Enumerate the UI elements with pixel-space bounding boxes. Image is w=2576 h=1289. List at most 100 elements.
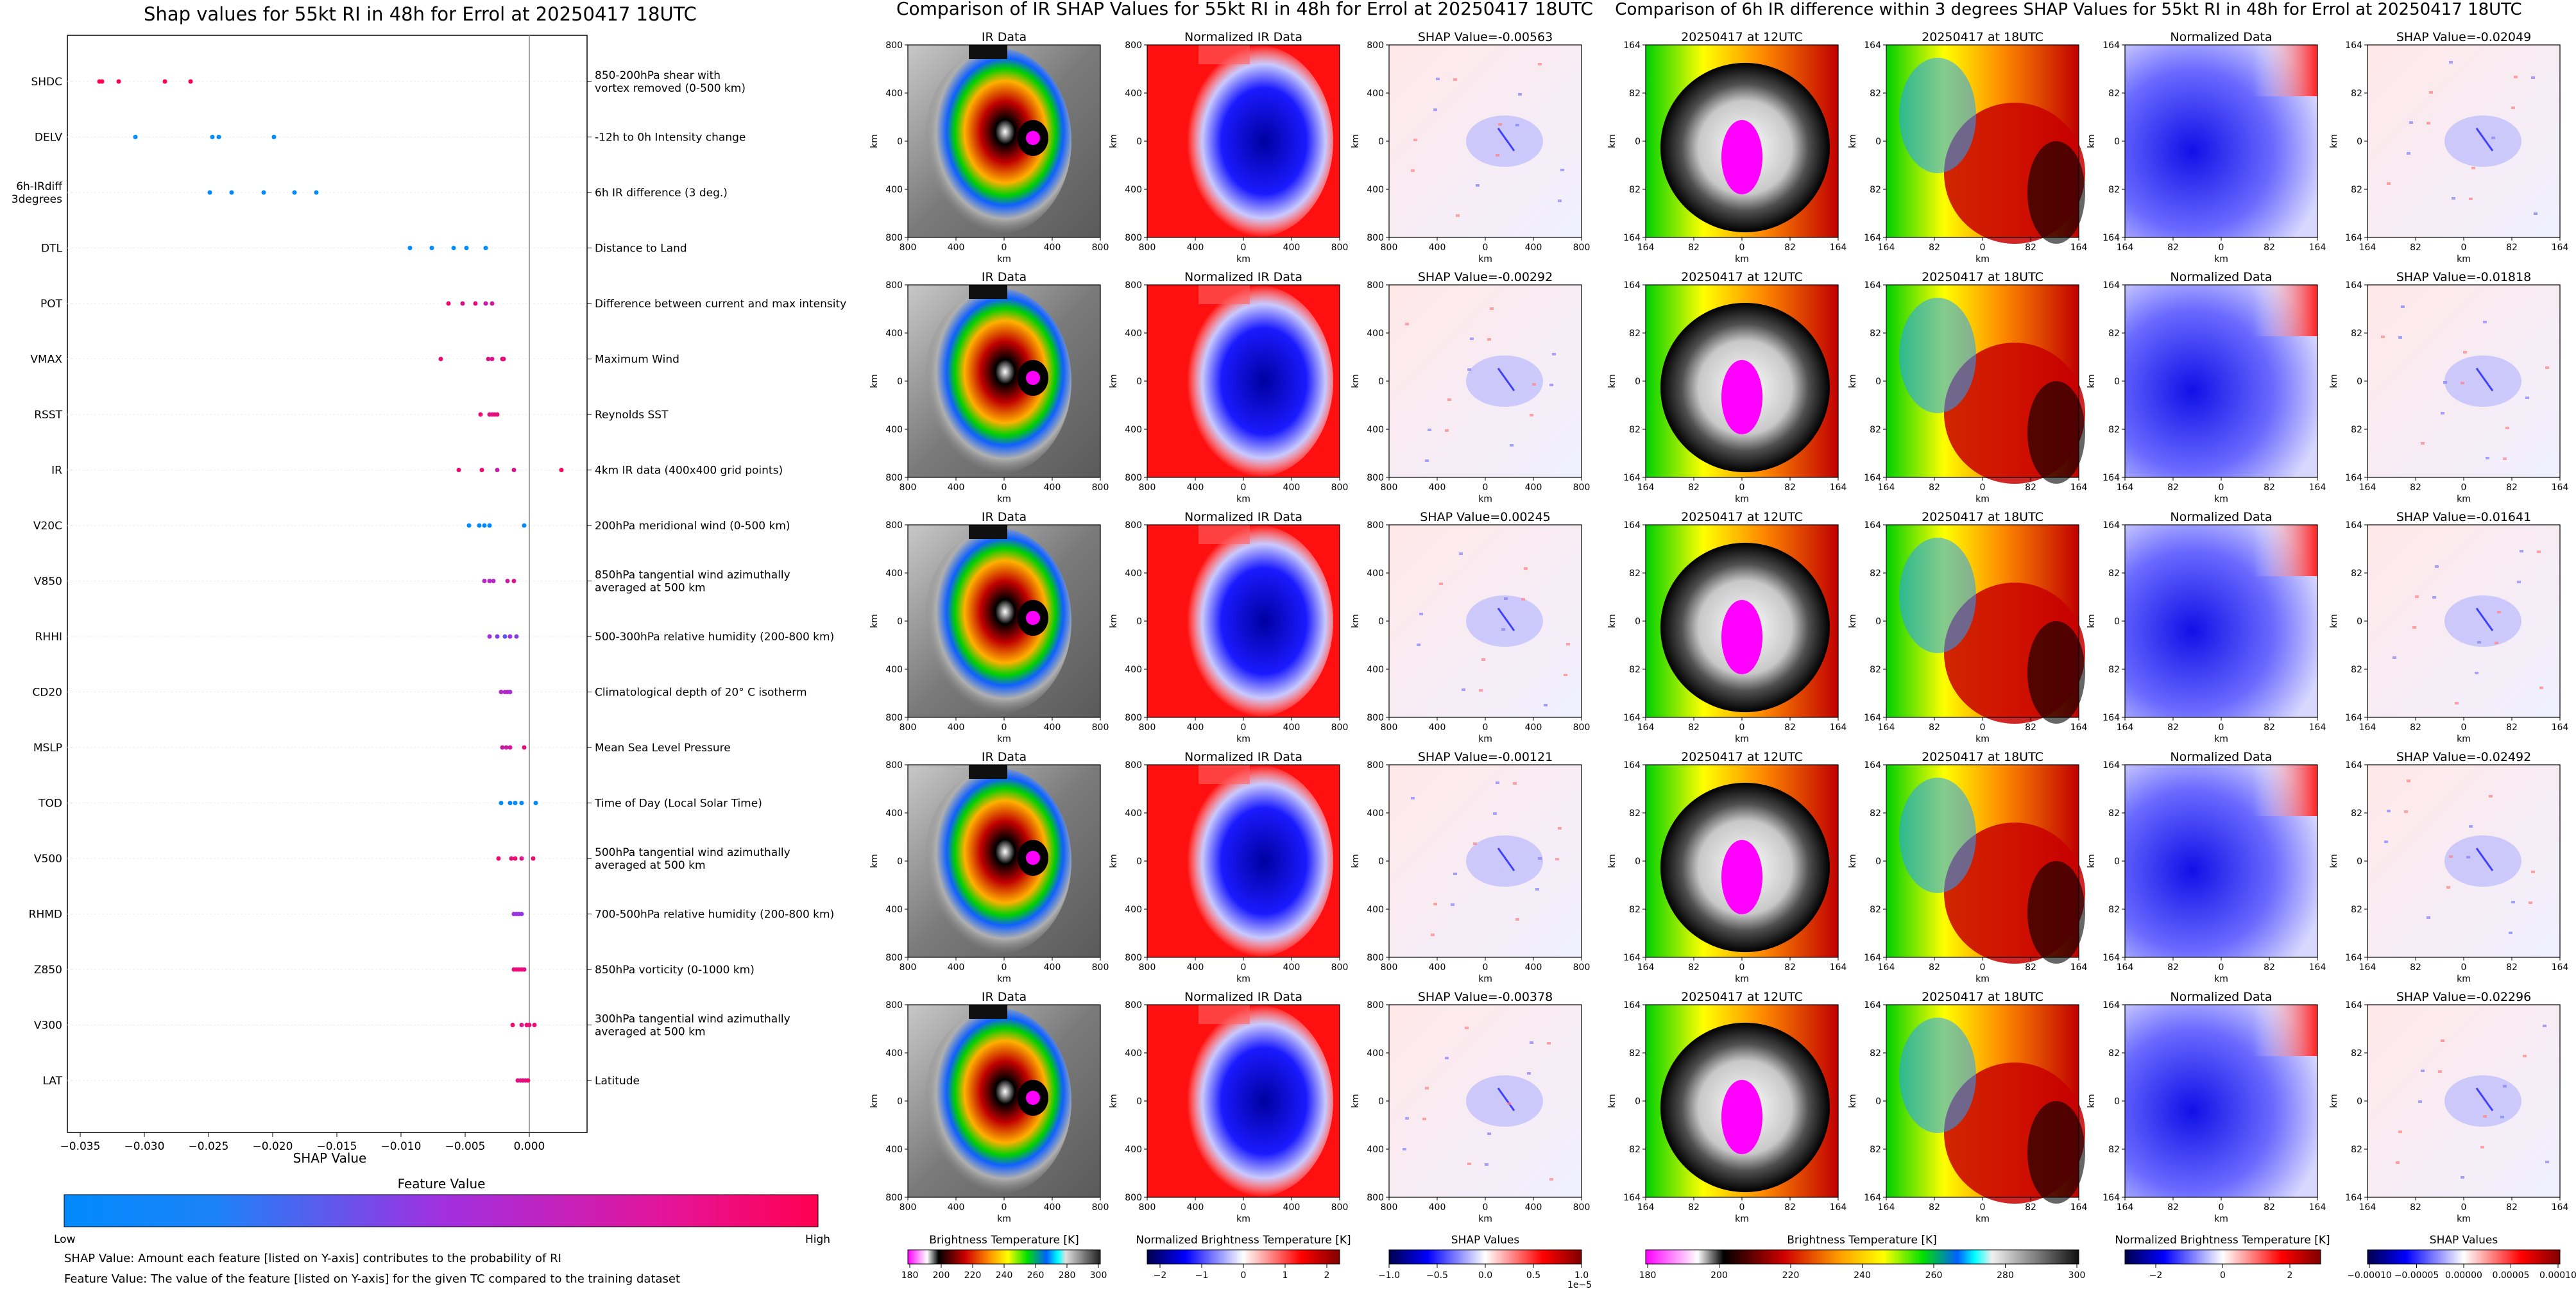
x-tick-label: 0 <box>1739 962 1745 973</box>
shap-speckle <box>1481 658 1485 661</box>
diff-dark-region <box>2027 1101 2085 1204</box>
shap-speckle <box>2475 672 2478 674</box>
irdiff-bt-colorbar-label: Brightness Temperature [K] <box>1787 1234 1936 1247</box>
shap-speckle <box>1431 934 1435 936</box>
shap-speckle <box>2461 1176 2464 1179</box>
shap-speckle <box>1538 63 1542 65</box>
y-axis-label: km <box>1109 374 1119 388</box>
x-tick-label: 82 <box>1784 1202 1796 1213</box>
ir-cloud-shield <box>924 48 1071 234</box>
y-tick-label: 800 <box>1125 40 1142 51</box>
feature-colorbar-title: Feature Value <box>398 1176 486 1191</box>
x-axis-label: km <box>1236 494 1250 504</box>
y-axis-label: km <box>1607 854 1617 868</box>
x-axis-label: km <box>1478 494 1492 504</box>
ir-panel: SHAP Value=-0.00292800800400400004004008… <box>1351 270 1590 504</box>
shap-speckle <box>2495 642 2498 644</box>
y-tick-label: 800 <box>885 713 903 723</box>
footnote-feature: Feature Value: The value of the feature … <box>64 1272 680 1286</box>
ir-eye <box>1026 1091 1040 1105</box>
y-tick-label: 164 <box>2103 1000 2120 1011</box>
y-tick-label: 82 <box>2351 89 2362 99</box>
feature-code-label: V300 <box>34 1020 62 1032</box>
shap-speckle <box>1549 384 1553 386</box>
x-tick-label: 0 <box>1483 482 1488 493</box>
x-tick-label: 164 <box>2070 482 2088 493</box>
x-tick-label: 82 <box>1688 1202 1700 1213</box>
y-tick-label: 0 <box>1136 377 1142 387</box>
shap-speckle <box>1425 459 1429 462</box>
colorbar-tick-label: 220 <box>964 1270 982 1281</box>
feature-code-label: RSST <box>34 409 62 422</box>
feature-description-label: 200hPa meridional wind (0-500 km) <box>595 520 790 533</box>
x-axis-label: km <box>2214 254 2228 264</box>
y-tick-label: 82 <box>1870 568 1881 579</box>
x-tick-label: 400 <box>1429 482 1446 493</box>
feature-description-label: Reynolds SST <box>595 409 669 422</box>
shap-point <box>482 579 487 583</box>
panel-title: 20250417 at 18UTC <box>1922 990 2043 1004</box>
x-tick-label: 400 <box>948 1202 965 1213</box>
y-tick-label: 800 <box>885 280 903 291</box>
shap-speckle <box>1490 307 1494 310</box>
x-tick-label: 800 <box>1381 482 1398 493</box>
shap-speckle <box>1496 154 1499 157</box>
shap-point <box>292 190 297 195</box>
x-tick-label: 400 <box>1283 722 1301 733</box>
x-tick-label: 800 <box>1139 243 1156 253</box>
colorbar-low-label: Low <box>54 1233 76 1246</box>
shap-feature-streak <box>2475 848 2494 871</box>
y-tick-label: 164 <box>1864 233 1881 243</box>
shap-speckle <box>1504 597 1508 600</box>
shap-speckle <box>1513 782 1517 785</box>
x-tick-label: 82 <box>1688 482 1700 493</box>
diff-cold-region <box>1899 778 1976 893</box>
shap-speckle <box>1547 1042 1551 1045</box>
x-axis-label: km <box>1236 254 1250 264</box>
irdiff-norm-colorbar <box>2124 1249 2321 1265</box>
x-tick-label: 800 <box>1139 722 1156 733</box>
feature-description-label: Climatological depth of 20° C isotherm <box>595 687 807 699</box>
colorbar-tick-label: −1 <box>1195 1270 1209 1281</box>
x-tick-label: 82 <box>2410 482 2421 493</box>
y-tick-label: 400 <box>1367 329 1384 339</box>
y-axis-label: km <box>2086 374 2097 388</box>
x-tick-label: 164 <box>2117 243 2134 253</box>
shap-point <box>438 357 443 361</box>
irdiff-panel: Normalized Data1641648282008282164164kmk… <box>2086 750 2326 984</box>
colorbar-tick-label: 280 <box>1997 1270 2014 1281</box>
x-tick-label: 164 <box>1637 722 1655 733</box>
x-tick-label: 164 <box>2359 482 2376 493</box>
x-tick-label: 0 <box>1739 1202 1745 1213</box>
y-tick-label: 164 <box>1623 953 1641 963</box>
ir-eye <box>1026 371 1040 385</box>
shap-point <box>508 745 513 750</box>
ir-panel: Normalized IR Data8008004004000040040080… <box>1109 750 1348 984</box>
colorbar-tick-label: 280 <box>1059 1270 1076 1281</box>
shap-point <box>261 190 266 195</box>
norm3-warm-corner <box>2253 45 2317 96</box>
shap-speckle <box>1544 704 1548 706</box>
colorbar-tick-label: 0.00005 <box>2493 1270 2530 1281</box>
irdiff-panel: Normalized Data1641648282008282164164kmk… <box>2086 270 2326 504</box>
ir-norm-colorbar-label: Normalized Brightness Temperature [K] <box>1136 1234 1351 1247</box>
y-tick-label: 164 <box>1623 280 1641 291</box>
x-tick-label: 164 <box>2552 482 2569 493</box>
x-tick-label: 0 <box>1483 243 1488 253</box>
x-tick-label: 164 <box>1830 1202 1847 1213</box>
panel-title: Normalized IR Data <box>1184 30 1302 44</box>
x-tick-label: 82 <box>2410 962 2421 973</box>
panel-title: SHAP Value=-0.00292 <box>1418 270 1553 284</box>
x-tick-label: 164 <box>1637 962 1655 973</box>
shap-speckle <box>2511 901 2515 903</box>
y-tick-label: 0 <box>897 857 903 867</box>
x-tick-label: 800 <box>1381 1202 1398 1213</box>
shap-speckle <box>2455 702 2459 704</box>
panel-title: SHAP Value=-0.01641 <box>2396 510 2531 524</box>
irdiff-panel: 20250417 at 18UTC1641648282008282164164k… <box>1848 270 2087 504</box>
x-axis-label: km <box>2457 494 2471 504</box>
norm-cloud-shield <box>1179 45 1333 237</box>
panel-title: Normalized Data <box>2170 990 2272 1004</box>
y-tick-label: 164 <box>2345 40 2362 51</box>
x-tick-label: 0 <box>1980 243 1986 253</box>
